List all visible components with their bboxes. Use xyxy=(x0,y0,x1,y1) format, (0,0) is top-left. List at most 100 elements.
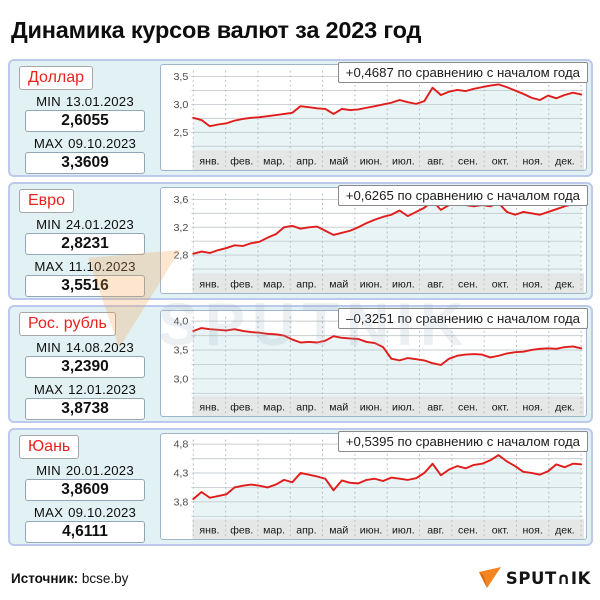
svg-text:июн.: июн. xyxy=(360,525,383,536)
svg-text:апр.: апр. xyxy=(296,279,316,290)
chart-dollar: +0,4687 по сравнению с началом года 3,5 3… xyxy=(160,62,588,171)
svg-text:мар.: мар. xyxy=(263,402,285,413)
svg-text:май: май xyxy=(329,402,348,413)
min-date: 13.01.2023 xyxy=(65,94,134,109)
max-date: 11.10.2023 xyxy=(68,259,136,274)
svg-text:июл.: июл. xyxy=(392,525,415,536)
svg-text:дек.: дек. xyxy=(555,402,575,413)
svg-text:апр.: апр. xyxy=(296,402,316,413)
svg-text:фев.: фев. xyxy=(230,524,253,536)
svg-text:3,0: 3,0 xyxy=(173,99,188,111)
svg-text:4,3: 4,3 xyxy=(173,468,188,480)
svg-text:ноя.: ноя. xyxy=(522,279,542,290)
currency-label-dollar: Доллар xyxy=(19,66,94,90)
svg-text:мар.: мар. xyxy=(263,525,285,536)
panel-dollar-info: Доллар MIN 13.01.2023 2,6055 MAX 09.10.2… xyxy=(10,61,160,175)
svg-text:янв.: янв. xyxy=(199,279,219,290)
currency-label-yuan: Юань xyxy=(19,435,80,459)
max-row: MAX 09.10.2023 xyxy=(10,136,160,151)
panel-dollar: Доллар MIN 13.01.2023 2,6055 MAX 09.10.2… xyxy=(8,59,593,177)
svg-text:фев.: фев. xyxy=(230,401,253,413)
min-date: 14.08.2023 xyxy=(65,340,134,355)
svg-text:июн.: июн. xyxy=(360,156,383,167)
sputnik-logo: SPUT∩IK xyxy=(478,567,591,589)
svg-text:май: май xyxy=(329,525,348,536)
chart-rus-ruble: –0,3251 по сравнению с началом года 4,0 3… xyxy=(160,308,588,417)
min-date: 20.01.2023 xyxy=(65,463,134,478)
min-row: MIN 24.01.2023 xyxy=(10,217,160,232)
panel-rus-ruble: Рос. рубль MIN 14.08.2023 3,2390 MAX 12.… xyxy=(8,305,593,423)
max-value: 3,3609 xyxy=(25,152,145,174)
svg-text:ноя.: ноя. xyxy=(522,525,542,536)
svg-text:окт.: окт. xyxy=(492,525,509,536)
svg-text:4,0: 4,0 xyxy=(173,316,188,328)
svg-text:сен.: сен. xyxy=(458,402,478,413)
svg-text:май: май xyxy=(329,156,348,167)
svg-text:3,8: 3,8 xyxy=(173,497,188,509)
min-value: 3,2390 xyxy=(25,356,145,378)
max-date: 12.01.2023 xyxy=(68,382,137,397)
max-label: MAX xyxy=(33,505,64,520)
svg-text:фев.: фев. xyxy=(230,155,253,167)
usd-line-chart: 3,5 3,0 2,5 янв. фев. мар. апр. май июн. июл. авг.… xyxy=(173,70,585,170)
currency-label-euro: Евро xyxy=(19,189,74,213)
svg-text:июн.: июн. xyxy=(360,402,383,413)
panels-container: Доллар MIN 13.01.2023 2,6055 MAX 09.10.2… xyxy=(0,59,600,546)
rub-line-chart: 4,0 3,5 3,0 янв. фев. мар. апр. май июн. июл. авг.… xyxy=(173,316,585,416)
svg-text:авг.: авг. xyxy=(427,525,444,536)
svg-text:ноя.: ноя. xyxy=(522,156,542,167)
sputnik-logo-text: SPUT∩IK xyxy=(505,568,591,588)
min-label: MIN xyxy=(36,217,61,232)
max-row: MAX 11.10.2023 xyxy=(10,259,160,274)
source-label: Источник: xyxy=(11,570,79,586)
chart-yuan: +0,5395 по сравнению с началом года 4,8 4… xyxy=(160,431,588,540)
max-label: MAX xyxy=(34,259,64,274)
annotation-dollar: +0,4687 по сравнению с началом года xyxy=(337,62,588,83)
footer: Источник: bcse.by SPUT∩IK xyxy=(11,567,591,589)
svg-text:авг.: авг. xyxy=(427,402,444,413)
svg-text:3,0: 3,0 xyxy=(173,374,188,386)
annotation-rus-ruble: –0,3251 по сравнению с началом года xyxy=(338,308,588,329)
svg-text:окт.: окт. xyxy=(492,279,509,290)
svg-text:дек.: дек. xyxy=(555,156,575,167)
min-label: MIN xyxy=(36,94,61,109)
chart-euro: +0,6265 по сравнению с началом года 3,6 3… xyxy=(160,185,588,294)
svg-text:июл.: июл. xyxy=(392,156,415,167)
max-row: MAX 12.01.2023 xyxy=(10,382,160,397)
min-row: MIN 14.08.2023 xyxy=(10,340,160,355)
svg-text:ноя.: ноя. xyxy=(522,402,542,413)
svg-text:сен.: сен. xyxy=(458,279,478,290)
min-row: MIN 20.01.2023 xyxy=(10,463,160,478)
svg-text:окт.: окт. xyxy=(492,402,509,413)
svg-text:2,5: 2,5 xyxy=(173,127,188,139)
svg-text:авг.: авг. xyxy=(427,279,444,290)
source-value: bcse.by xyxy=(81,570,129,586)
svg-text:окт.: окт. xyxy=(492,156,509,167)
svg-text:май: май xyxy=(329,279,348,290)
sputnik-check-icon xyxy=(478,567,501,588)
max-value: 4,6111 xyxy=(25,521,145,543)
max-row: MAX 09.10.2023 xyxy=(10,505,160,520)
svg-text:2,8: 2,8 xyxy=(173,250,188,262)
svg-text:июл.: июл. xyxy=(392,279,415,290)
svg-text:сен.: сен. xyxy=(458,525,478,536)
svg-text:3,6: 3,6 xyxy=(173,194,188,206)
svg-text:3,5: 3,5 xyxy=(173,71,188,83)
annotation-yuan: +0,5395 по сравнению с началом года xyxy=(337,431,588,452)
svg-text:3,5: 3,5 xyxy=(173,345,188,357)
max-date: 09.10.2023 xyxy=(68,505,137,520)
svg-text:дек.: дек. xyxy=(555,279,575,290)
panel-euro: Евро MIN 24.01.2023 2,8231 MAX 11.10.202… xyxy=(8,182,593,300)
min-label: MIN xyxy=(36,340,61,355)
min-label: MIN xyxy=(36,463,61,478)
panel-yuan: Юань MIN 20.01.2023 3,8609 MAX 09.10.202… xyxy=(8,428,593,546)
eur-line-chart: 3,6 3,2 2,8 янв. фев. мар. апр. май июн. июл. авг.… xyxy=(173,193,585,293)
svg-text:апр.: апр. xyxy=(296,156,316,167)
svg-text:дек.: дек. xyxy=(555,525,575,536)
max-label: MAX xyxy=(33,382,64,397)
svg-text:4,8: 4,8 xyxy=(173,439,188,451)
svg-text:3,2: 3,2 xyxy=(173,222,188,234)
svg-text:июл.: июл. xyxy=(392,402,415,413)
min-value: 2,6055 xyxy=(25,110,145,132)
svg-text:янв.: янв. xyxy=(199,525,219,536)
